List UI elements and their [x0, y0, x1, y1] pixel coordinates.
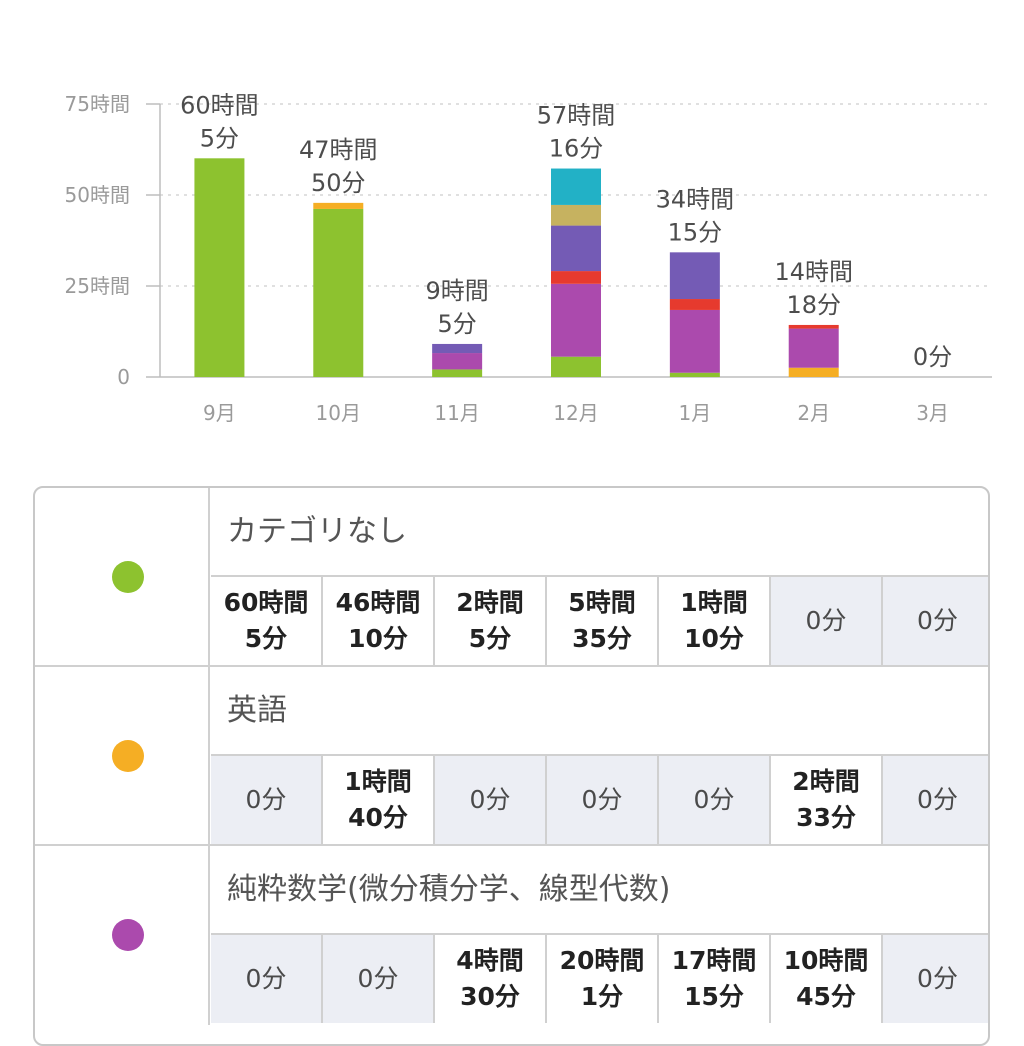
category-breakdown-table: カテゴリなし 60時間 5分 46時間 10分 2時間 5分 5時間 35分 1… — [33, 486, 990, 1046]
bar-total-label: 5分 — [200, 124, 239, 152]
category-color-dot — [112, 561, 144, 593]
table-cell: 0分 — [211, 935, 323, 1023]
table-cell: 0分 — [659, 756, 771, 844]
table-cell: 5時間 35分 — [547, 577, 659, 665]
bar-total-label: 50分 — [311, 169, 366, 197]
bar-segment — [432, 369, 483, 377]
bar-segment — [669, 252, 720, 300]
table-cell: 10時間 45分 — [771, 935, 883, 1023]
x-tick-label: 3月 — [916, 401, 949, 425]
category-dot-cell — [35, 667, 210, 846]
table-cell: 0分 — [771, 577, 883, 665]
x-tick-label: 2月 — [797, 401, 830, 425]
bar-segment — [551, 356, 601, 377]
table-cell: 60時間 5分 — [211, 577, 323, 665]
table-cell: 1時間 10分 — [659, 577, 771, 665]
stacked-bar-chart: 75時間 50時間 25時間 0 9月 60時間 5分 10月 47時間 50分 11月 9時間 5分 1… — [0, 0, 1024, 450]
category-color-dot — [112, 740, 144, 772]
bar-segment — [669, 309, 720, 373]
bar-segment — [551, 283, 601, 357]
bar-total-label: 15分 — [668, 218, 723, 246]
category-color-dot — [112, 919, 144, 951]
table-cell: 17時間 15分 — [659, 935, 771, 1023]
category-name: 純粋数学(微分積分学、線型代数) — [211, 846, 988, 935]
bar-total-label: 16分 — [549, 135, 604, 163]
category-dot-cell — [35, 846, 210, 1025]
table-cell: 46時間 10分 — [323, 577, 435, 665]
x-tick-label: 1月 — [678, 401, 711, 425]
bar-segment — [313, 202, 364, 209]
bar-total-label: 14時間 — [774, 258, 853, 286]
x-tick-label: 11月 — [434, 401, 479, 425]
bar-total-label: 34時間 — [656, 185, 735, 213]
bar-segment — [669, 299, 720, 310]
category-dot-cell — [35, 488, 210, 667]
category-row-2[interactable]: 純粋数学(微分積分学、線型代数) 0分 0分 4時間 30分 20時間 1分 1… — [35, 846, 988, 1025]
bar-segment — [788, 367, 839, 377]
bar-total-label: 5分 — [438, 310, 477, 338]
bar-total-label: 0分 — [913, 343, 952, 371]
bar-segment — [432, 353, 483, 370]
table-cell: 0分 — [883, 756, 988, 844]
table-cell: 0分 — [883, 935, 988, 1023]
category-row-0[interactable]: カテゴリなし 60時間 5分 46時間 10分 2時間 5分 5時間 35分 1… — [35, 488, 988, 667]
bar-segment — [788, 328, 839, 368]
bar-segment — [551, 168, 601, 205]
bar-segment — [551, 225, 601, 272]
bar-segment — [788, 324, 839, 329]
category-name: カテゴリなし — [211, 488, 988, 577]
bar-segment — [669, 372, 720, 377]
category-row-1[interactable]: 英語 0分 1時間 40分 0分 0分 0分 2時間 33分 0分 — [35, 667, 988, 846]
bar-segment — [313, 208, 364, 377]
bar-total-label: 60時間 — [180, 91, 259, 119]
table-cell: 0分 — [883, 577, 988, 665]
bar-total-label: 57時間 — [537, 102, 616, 130]
table-cell: 1時間 40分 — [323, 756, 435, 844]
y-tick-label: 75時間 — [65, 92, 130, 116]
bar-segment — [432, 343, 483, 354]
table-cell: 0分 — [547, 756, 659, 844]
table-cell: 20時間 1分 — [547, 935, 659, 1023]
table-cell: 0分 — [435, 756, 547, 844]
y-tick-label: 50時間 — [65, 183, 130, 207]
bar-total-label: 47時間 — [299, 136, 378, 164]
table-cell: 4時間 30分 — [435, 935, 547, 1023]
x-tick-label: 12月 — [553, 401, 598, 425]
table-cell: 0分 — [211, 756, 323, 844]
bar-segment — [194, 158, 245, 377]
bar-total-label: 18分 — [786, 291, 841, 319]
table-cell: 2時間 5分 — [435, 577, 547, 665]
x-tick-label: 10月 — [316, 401, 361, 425]
table-cell: 0分 — [323, 935, 435, 1023]
table-cell: 2時間 33分 — [771, 756, 883, 844]
bar-segment — [551, 271, 601, 284]
bar-segment — [551, 204, 601, 226]
y-tick-label: 0 — [117, 365, 130, 389]
category-name: 英語 — [211, 667, 988, 756]
bar-total-label: 9時間 — [426, 277, 489, 305]
y-tick-label: 25時間 — [65, 274, 130, 298]
x-tick-label: 9月 — [203, 401, 236, 425]
